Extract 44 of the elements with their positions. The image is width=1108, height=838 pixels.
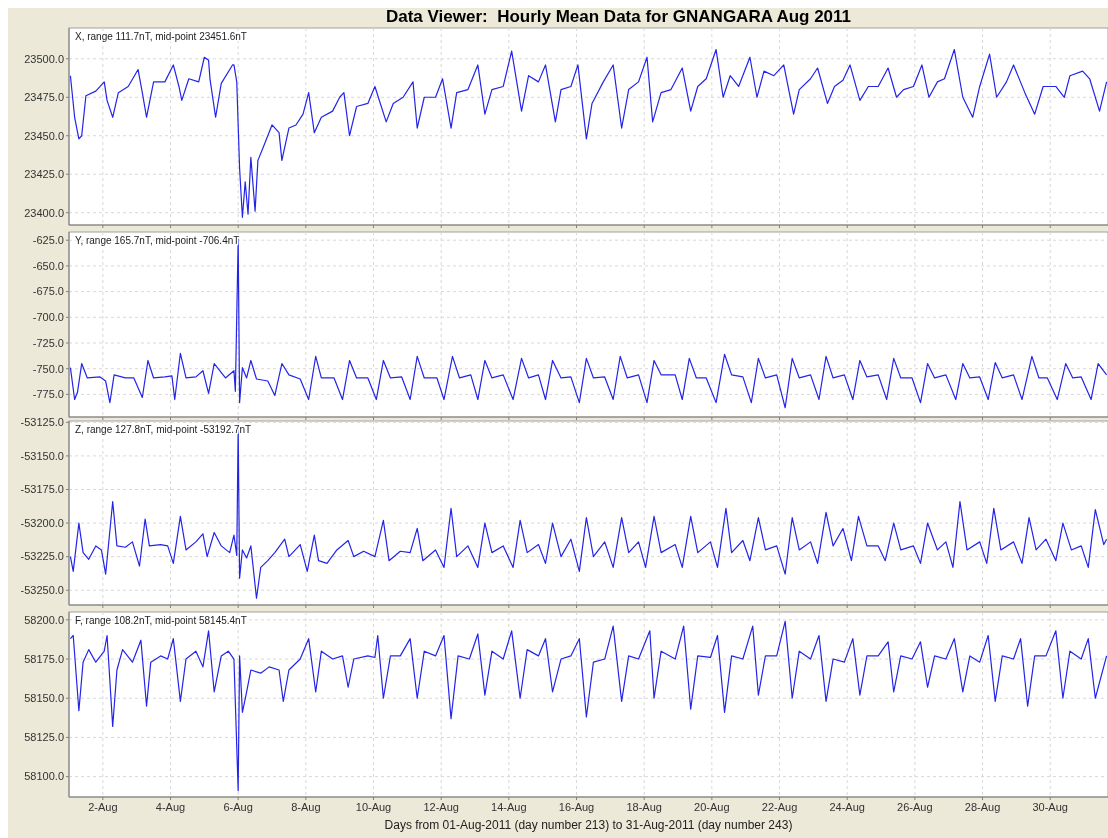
y-tick-label: 23475.0 — [24, 91, 64, 104]
x-tick-label: 16-Aug — [558, 801, 595, 813]
x-tick-label: 12-Aug — [423, 801, 459, 813]
y-tick-label: -675.0 — [32, 285, 64, 298]
y-tick-label: -53225.0 — [20, 550, 64, 563]
y-tick-label: -53250.0 — [20, 584, 64, 597]
y-tick-label: 58100.0 — [24, 770, 64, 783]
y-tick-label: -53125.0 — [20, 416, 64, 429]
y-tick-label: -53200.0 — [20, 516, 64, 529]
y-tick-label: 58150.0 — [24, 692, 64, 705]
x-tick-label: 26-Aug — [897, 801, 933, 813]
y-tick-label: -650.0 — [32, 259, 64, 272]
x-tick-label: 24-Aug — [829, 801, 865, 813]
x-tick-label: 4-Aug — [155, 801, 186, 813]
y-tick-label: 23450.0 — [24, 129, 64, 142]
y-tick-label: -700.0 — [32, 311, 64, 324]
x-tick-label: 10-Aug — [355, 801, 392, 813]
annotation: Y, range 165.7nT, mid-point -706.4nT — [75, 235, 240, 246]
annotation: X, range 111.7nT, mid-point 23451.6nT — [75, 31, 247, 42]
y-tick-label: -53150.0 — [20, 449, 64, 462]
y-tick-label: 58200.0 — [24, 613, 64, 626]
chart-title: Data Viewer: Hourly Mean Data for GNANGARA Aug 2011 — [385, 7, 852, 26]
y-tick-label: -625.0 — [32, 234, 64, 247]
line-series — [69, 48, 1108, 218]
x-tick-label: 28-Aug — [964, 801, 1001, 813]
y-tick-label: -750.0 — [32, 362, 64, 375]
x-tick-label: 18-Aug — [626, 801, 662, 813]
y-tick-label: 23500.0 — [24, 52, 64, 65]
x-tick-label: 6-Aug — [223, 801, 253, 813]
y-tick-label: 58175.0 — [24, 652, 64, 665]
y-tick-label: 58125.0 — [24, 731, 64, 744]
y-tick-label: -53175.0 — [20, 483, 64, 496]
x-tick-label: 22-Aug — [761, 801, 798, 813]
x-tick-label: 14-Aug — [491, 801, 527, 813]
annotation: F, range 108.2nT, mid-point 58145.4nT — [75, 615, 247, 626]
y-tick-label: 23425.0 — [24, 168, 64, 181]
x-tick-label: 20-Aug — [694, 801, 730, 813]
x-axis-title: Days from 01-Aug-2011 (day number 213) to 31-Aug-2011 (day number 243) — [384, 818, 793, 832]
y-tick-label: -775.0 — [32, 388, 64, 401]
x-tick-label: 2-Aug — [88, 801, 118, 813]
x-tick-label: 8-Aug — [291, 801, 321, 813]
y-tick-label: 23400.0 — [24, 206, 64, 219]
y-tick-label: -725.0 — [32, 336, 64, 349]
x-tick-label: 30-Aug — [1032, 801, 1068, 813]
